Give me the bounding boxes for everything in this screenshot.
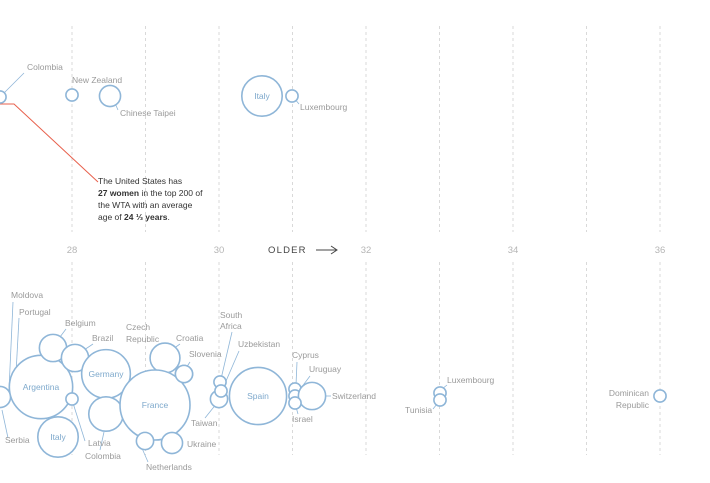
top-chinese-taipei-bubble [98,84,122,108]
bottom-belgium-label: Belgium [65,318,96,328]
annotation-line-1: The United States has [98,176,182,186]
bottom-tunisia-bubble [433,393,447,407]
bottom-moldova-connector [8,301,14,391]
bottom-south-africa-label-line-2: Africa [220,321,242,331]
x-tick-28: 28 [67,245,78,256]
bottom-uzbekistan-bubble [214,384,228,398]
bottom-moldova-label: Moldova [11,290,43,300]
top-italy-label: Italy [254,91,270,101]
axis-label-background [262,241,342,257]
bottom-colombia-bubble [87,395,125,433]
bottom-germany-label: Germany [89,369,125,379]
bottom-luxembourg-label: Luxembourg [447,375,495,385]
bottom-latvia-connector [72,402,86,442]
bottom-ukraine-label: Ukraine [187,439,217,449]
top-luxembourg-bubble [285,89,299,103]
bottom-slovenia-label: Slovenia [189,349,222,359]
bottom-italy-bubble [36,415,80,459]
bottom-czech-republic-label-line-2: Republic [126,334,160,344]
annotation-line-4-start: age of [98,212,124,222]
annotation-bold-count: 27 women [98,188,139,198]
bottom-czech-republic-label: Czech [126,322,150,332]
bottom-israel-bubble [288,396,302,410]
x-axis-label: OLDER [268,245,307,256]
x-tick-30: 30 [214,245,225,256]
annotation-line-4-end: . [167,212,169,222]
bottom-dominican-republic-label: Dominican [609,388,649,398]
bottom-south-africa-connector [220,331,233,380]
bottom-latvia-bubble [65,392,79,406]
bottom-argentina-label: Argentina [23,382,60,392]
top-colombia-label: Colombia [27,62,63,72]
annotation-bold-age: 24 ⅓ years [124,212,168,222]
bottom-south-africa-label: South [220,310,242,320]
top-luxembourg-label: Luxembourg [300,102,348,112]
gridlines [71,26,661,455]
annotation-line-4: age of 24 ⅓ years. [98,212,170,222]
bottom-netherlands-label: Netherlands [146,462,192,472]
annotation-line-2-rest: in the top 200 of [139,188,203,198]
bottom-uzbekistan-label: Uzbekistan [238,339,280,349]
united-states-highlight-line [0,103,99,183]
bottom-brazil-label: Brazil [92,333,113,343]
top-chinese-taipei-label: Chinese Taipei [120,108,176,118]
bottom-cyprus-connector [295,361,298,386]
bottom-taiwan-label: Taiwan [191,418,218,428]
bubble-labels: Colombia New Zealand Chinese Taipei Italy Lu… [5,62,650,472]
bottom-dominican-republic-bubble [653,389,667,403]
bottom-france-bubble [119,369,191,441]
bottom-colombia-label: Colombia [85,451,121,461]
bottom-tunisia-label: Tunisia [405,405,432,415]
bottom-netherlands-bubble [135,431,155,451]
bottom-italy-label: Italy [50,432,66,442]
bottom-cyprus-label: Cyprus [292,350,319,360]
bottom-france-label: France [142,400,169,410]
bottom-dominican-republic-label-line-2: Republic [616,400,650,410]
bottom-spain-label: Spain [247,391,269,401]
bottom-serbia-label: Serbia [5,435,30,445]
x-tick-36: 36 [655,245,666,256]
x-axis-ticks: 28 30 32 34 36 [67,245,666,256]
x-tick-32: 32 [361,245,372,256]
top-new-zealand-bubble [65,88,79,102]
top-new-zealand-label: New Zealand [72,75,122,85]
bottom-spain-bubble [228,366,288,426]
bubbles [0,74,667,459]
arrow-right-icon [316,245,338,255]
bottom-colombia-connector [99,431,105,451]
bottom-switzerland-label: Switzerland [332,391,376,401]
bottom-serbia-connector [1,409,9,439]
x-tick-34: 34 [508,245,519,256]
top-italy-bubble [240,74,284,118]
bottom-belgium-connector [59,328,67,338]
annotation-line-3: the WTA with an average [98,200,193,210]
bottom-ukraine-bubble [160,431,184,455]
bottom-latvia-label: Latvia [88,438,111,448]
bottom-slovenia-bubble [174,364,194,384]
bottom-czech-republic-bubble [149,342,181,374]
bottom-israel-label: Israel [292,414,313,424]
bottom-croatia-label: Croatia [176,333,204,343]
annotation-line-2: 27 women in the top 200 of [98,188,203,198]
bottom-uruguay-label: Uruguay [309,364,342,374]
top-colombia-bubble [0,90,7,104]
bottom-switzerland-bubble [297,381,327,411]
bottom-portugal-label: Portugal [19,307,51,317]
